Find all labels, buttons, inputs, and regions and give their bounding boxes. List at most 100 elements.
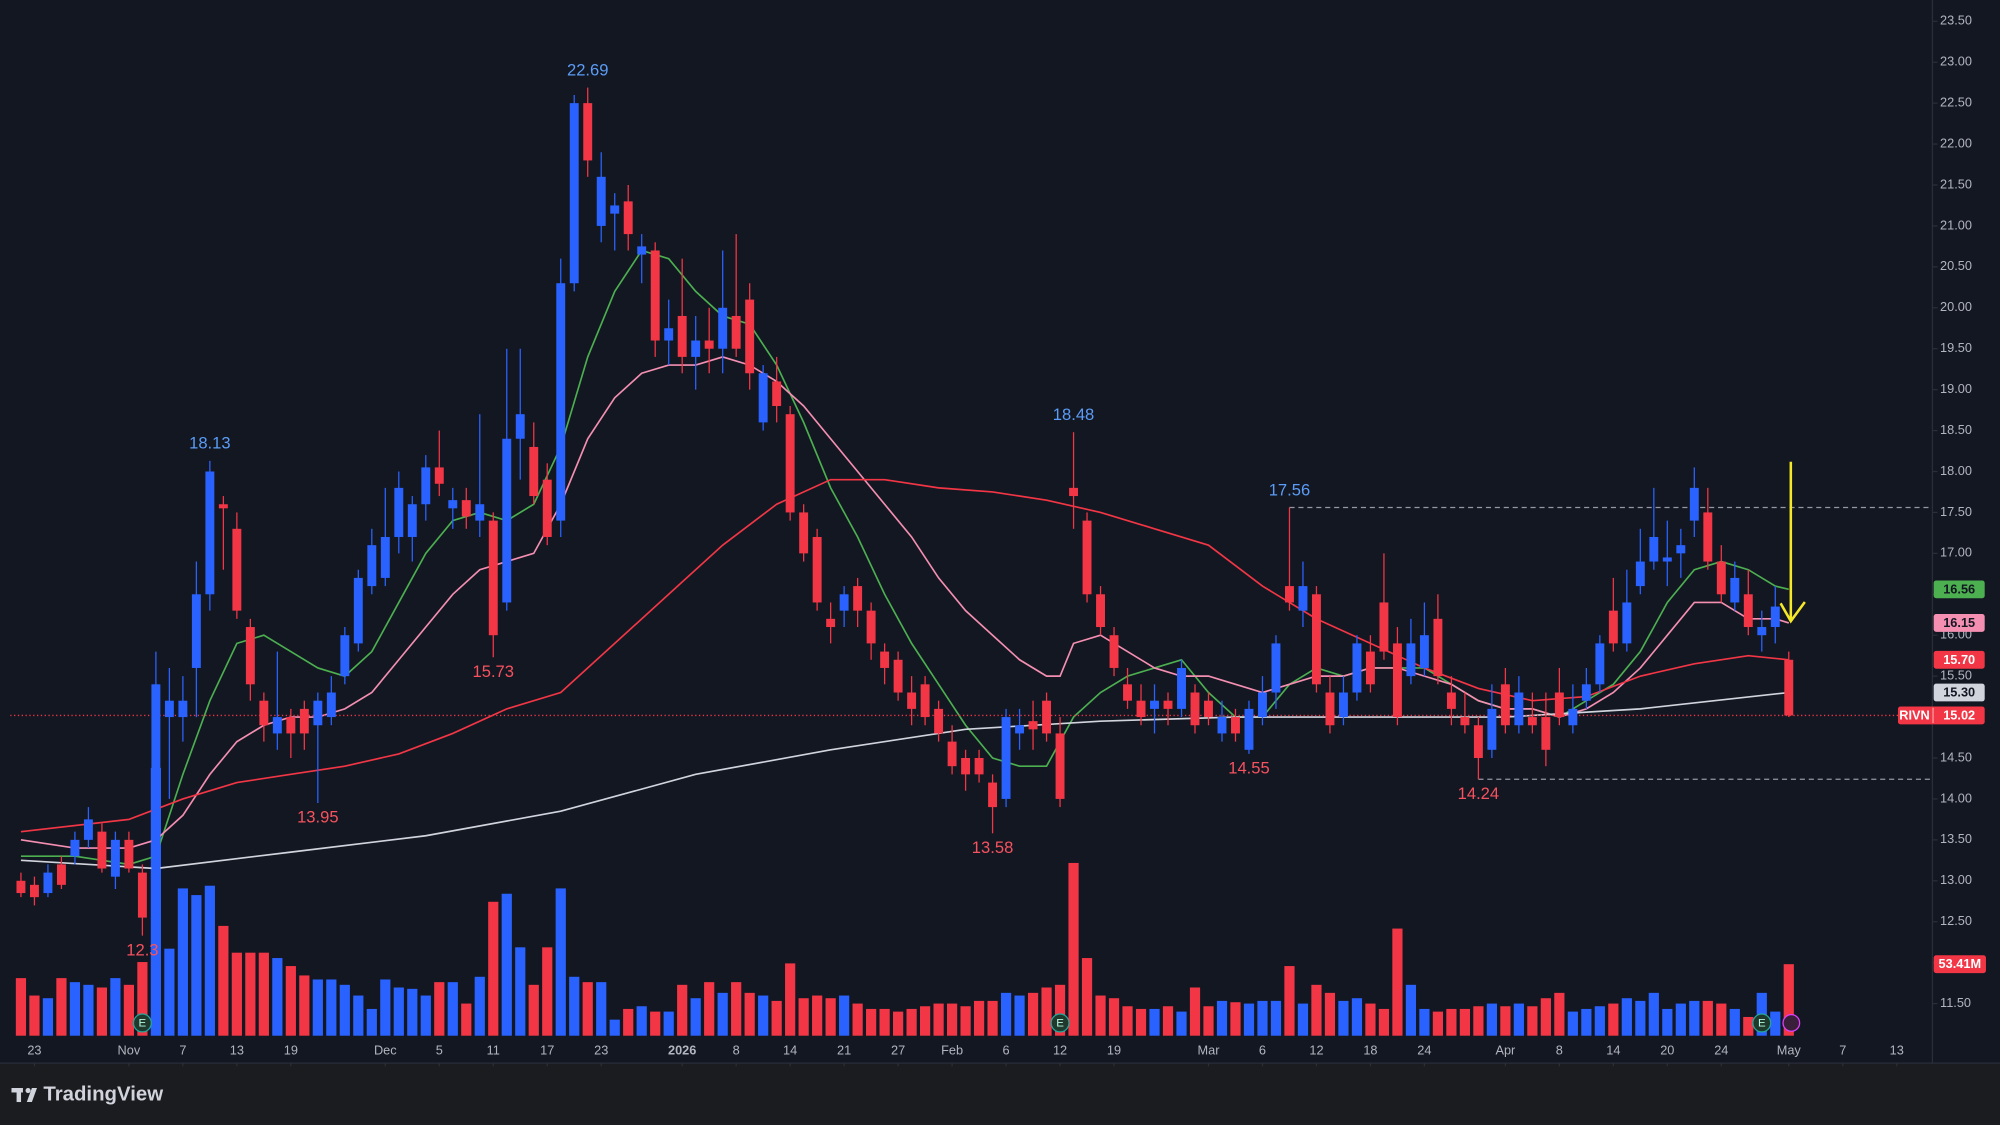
candle-body <box>1514 692 1524 726</box>
volume-bar <box>987 1000 998 1036</box>
candle-body <box>583 103 593 161</box>
candle-body <box>799 512 809 554</box>
x-tick-label: Feb <box>941 1042 963 1057</box>
volume-bar <box>946 1003 958 1036</box>
x-tick-label: 20 <box>1660 1042 1674 1057</box>
candle-body <box>1527 717 1537 726</box>
volume-bar <box>1189 987 1201 1036</box>
candle-body <box>1244 708 1254 750</box>
candle-body <box>299 708 309 734</box>
candle-body <box>1392 643 1402 718</box>
brand-logo <box>11 1088 37 1103</box>
volume-bar <box>1000 992 1012 1036</box>
volume-bar <box>299 975 310 1036</box>
volume-bar <box>380 979 391 1036</box>
volume-bar <box>1608 1003 1619 1036</box>
x-tick-label: 8 <box>1556 1042 1563 1057</box>
x-tick-label: 27 <box>891 1042 905 1057</box>
candle-body <box>83 819 93 840</box>
candle-body <box>880 651 890 668</box>
candle-body <box>1204 700 1213 718</box>
volume-bar <box>1540 998 1551 1036</box>
candle-body <box>826 618 836 628</box>
candle-body <box>1190 692 1200 726</box>
candle-body <box>1662 557 1672 562</box>
last-price-label: 15.02 <box>1943 707 1975 722</box>
x-tick-label: 8 <box>733 1042 740 1057</box>
x-tick-label: 2026 <box>668 1042 696 1057</box>
candle-body <box>1136 700 1146 718</box>
x-tick-label: 11 <box>487 1042 500 1057</box>
candle-body <box>650 250 660 341</box>
volume-label-box <box>1933 955 1986 974</box>
volume-bar <box>1527 1006 1538 1036</box>
candle-body <box>947 741 957 767</box>
volume-bar <box>1203 1006 1214 1036</box>
candle-body <box>353 577 363 644</box>
candle-body <box>1635 561 1645 587</box>
volume-bar <box>461 1003 472 1036</box>
volume-bar <box>1513 1003 1524 1036</box>
x-tick-label: 23 <box>27 1042 41 1057</box>
candle-body <box>259 700 269 726</box>
footer <box>0 1063 2000 1125</box>
earnings-letter: E <box>139 1018 147 1030</box>
x-tick-label: 21 <box>837 1042 851 1057</box>
candle-body <box>1298 586 1308 611</box>
x-tick-label: 5 <box>436 1042 443 1057</box>
volume-bar <box>96 987 108 1036</box>
volume-bar <box>542 947 553 1036</box>
candle-body <box>974 757 984 775</box>
candle-body <box>1595 643 1605 685</box>
candle-body <box>1703 512 1713 562</box>
extreme-label: 17.56 <box>1269 480 1310 499</box>
x-tick-label: 14 <box>783 1042 797 1057</box>
candle-body <box>1446 692 1456 709</box>
candle-body <box>1676 545 1686 554</box>
volume-bar <box>326 979 337 1036</box>
candle-body <box>421 467 431 505</box>
volume-bar <box>1662 1008 1673 1036</box>
volume-bar <box>164 948 175 1036</box>
symbol-label: RIVN <box>1899 707 1929 722</box>
candle-body <box>1217 717 1227 734</box>
volume-bar <box>1230 1002 1241 1036</box>
candle-body <box>434 467 444 484</box>
volume-bar <box>15 978 27 1036</box>
candle-body <box>718 307 728 349</box>
candle-body <box>1177 667 1186 709</box>
price-label: 15.70 <box>1943 652 1975 667</box>
candle-body <box>29 884 39 898</box>
volume-bar <box>258 952 269 1036</box>
volume-bar <box>1729 1008 1740 1036</box>
candle-body <box>313 700 323 726</box>
volume-bar <box>731 982 742 1036</box>
candle-body <box>1419 635 1429 668</box>
candle-body <box>164 700 174 718</box>
earnings-letter: E <box>1758 1018 1766 1030</box>
plot-area: 18.13 22.69 15.73 13.95 12.3 13.58 18.48 17.56 1… <box>10 60 1933 1036</box>
candle-body <box>853 586 863 611</box>
candle-body <box>772 381 782 407</box>
candle-body <box>920 684 930 718</box>
earnings-icon <box>132 1013 152 1033</box>
volume-bar <box>960 1006 971 1036</box>
volume-bar <box>1783 964 1794 1036</box>
candle-body <box>1622 602 1632 644</box>
volume-bar <box>245 952 256 1036</box>
candle-body <box>1001 717 1011 799</box>
x-tick-label: 18 <box>1363 1042 1377 1057</box>
x-tick-label: Apr <box>1495 1042 1516 1057</box>
extreme-label: 18.48 <box>1053 405 1095 424</box>
y-tick-label: 12.50 <box>1940 913 1972 928</box>
candle-body <box>191 594 201 668</box>
volume-bar <box>447 982 458 1036</box>
candle-body <box>502 438 512 603</box>
candle-body <box>596 176 606 226</box>
candle-body <box>367 545 377 587</box>
x-tick-label: Nov <box>118 1042 141 1057</box>
volume-bar <box>272 958 283 1036</box>
volume-bar <box>353 995 364 1036</box>
volume-bar <box>1675 1003 1686 1036</box>
candle-body <box>1258 692 1267 718</box>
